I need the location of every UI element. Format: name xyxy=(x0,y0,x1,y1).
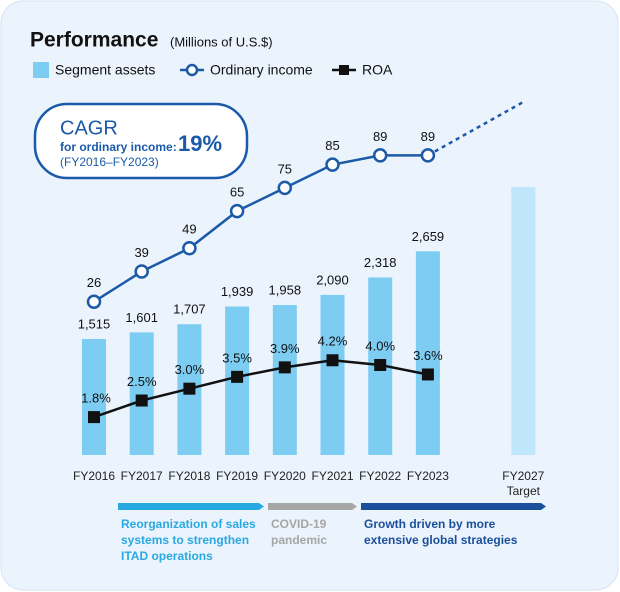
phase-label: ITAD operations xyxy=(121,549,213,563)
data-label: 1,958 xyxy=(269,282,302,297)
data-label: 89 xyxy=(373,129,387,144)
cagr-period: (FY2016–FY2023) xyxy=(60,155,159,169)
marker xyxy=(277,180,293,196)
marker xyxy=(372,148,388,163)
phase-arrow xyxy=(118,503,264,510)
bar xyxy=(511,186,536,455)
x-tick-label: FY2017 xyxy=(121,469,163,483)
phase-label: Reorganization of sales xyxy=(121,517,256,531)
marker xyxy=(134,264,149,279)
x-tick-label: FY2020 xyxy=(264,469,306,483)
phase-arrow xyxy=(361,503,546,510)
chart-subtitle: (Millions of U.S.$) xyxy=(170,34,273,49)
data-label: 39 xyxy=(134,245,148,260)
marker xyxy=(182,241,197,256)
marker xyxy=(325,157,340,172)
bar xyxy=(415,251,440,455)
data-label: 4.0% xyxy=(365,338,395,353)
phase-label: COVID-19 xyxy=(271,517,327,531)
x-tick-label: FY2022 xyxy=(359,469,401,483)
cagr-frame xyxy=(33,102,249,180)
marker xyxy=(421,368,434,381)
marker xyxy=(278,361,291,374)
marker xyxy=(374,359,387,371)
legend-marker xyxy=(185,63,199,77)
cagr-title: CAGR xyxy=(60,117,118,139)
marker xyxy=(135,394,148,407)
phase-arrow xyxy=(268,503,357,510)
data-label: 4.2% xyxy=(318,334,348,349)
cagr-box: CAGR for ordinary income: 19% (FY2016–FY… xyxy=(33,102,249,180)
x-tick-label: FY2018 xyxy=(168,469,210,483)
x-tick-label: FY2021 xyxy=(311,469,353,483)
x-tick-label: FY2019 xyxy=(216,469,258,483)
x-tick-label: FY2027 xyxy=(502,469,544,483)
category-note: Target xyxy=(507,484,541,498)
marker xyxy=(88,411,100,424)
cagr-label: for ordinary income: xyxy=(60,140,177,154)
data-label: 89 xyxy=(421,129,435,144)
data-label: 2.5% xyxy=(127,374,157,389)
marker xyxy=(326,354,339,367)
legend-marker xyxy=(339,65,349,75)
projection-line xyxy=(427,100,524,157)
data-label: 1,515 xyxy=(78,316,111,331)
data-label: 2,659 xyxy=(412,229,445,244)
marker xyxy=(420,148,436,163)
bar xyxy=(82,338,106,455)
data-label: 1,707 xyxy=(173,302,206,317)
data-label: 85 xyxy=(325,138,339,153)
data-label: 3.5% xyxy=(222,350,252,365)
data-label: 1,601 xyxy=(125,310,158,325)
data-label: 75 xyxy=(278,161,292,176)
phase-label: Growth driven by more xyxy=(364,517,496,531)
phase-label: pandemic xyxy=(271,533,327,547)
phase-label: extensive global strategies xyxy=(364,533,518,547)
legend-swatch xyxy=(33,62,49,78)
phase-label: systems to strengthen xyxy=(121,533,249,547)
legend-label: Segment assets xyxy=(55,62,155,78)
marker xyxy=(86,294,102,309)
marker xyxy=(229,203,245,219)
series-line xyxy=(93,359,429,419)
legend-label: Ordinary income xyxy=(210,62,313,78)
series-line xyxy=(93,154,428,303)
data-label: 3.0% xyxy=(175,362,205,377)
bar xyxy=(320,294,345,455)
marker xyxy=(183,382,196,395)
data-label: 26 xyxy=(87,275,101,290)
legend-label: ROA xyxy=(362,62,393,78)
x-tick-label: FY2016 xyxy=(73,469,115,483)
data-label: 1,939 xyxy=(221,284,254,299)
data-label: 65 xyxy=(230,185,244,200)
data-label: 3.6% xyxy=(413,348,443,363)
bar xyxy=(272,305,297,455)
data-label: 2,090 xyxy=(316,272,349,287)
data-label: 49 xyxy=(182,222,196,237)
x-tick-label: FY2023 xyxy=(407,469,449,483)
data-label: 3.9% xyxy=(270,341,300,356)
chart-title: Performance xyxy=(30,29,158,52)
marker xyxy=(231,370,244,383)
bar xyxy=(129,332,154,455)
data-label: 1.8% xyxy=(81,391,111,406)
data-label: 2,318 xyxy=(364,255,397,270)
cagr-value: 19% xyxy=(178,131,222,156)
